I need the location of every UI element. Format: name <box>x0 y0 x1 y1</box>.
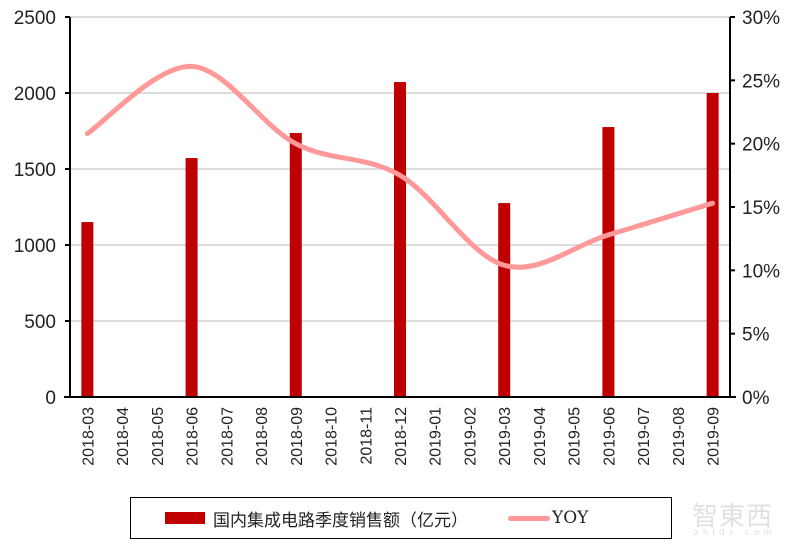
x-tick-label: 2018-04 <box>115 407 132 466</box>
bar-2019-09 <box>706 93 719 397</box>
right-tick-label: 20% <box>742 135 780 156</box>
x-axis-ticks: 2018-03 2018-04 2018-05 2018-06 2018-07 2018-… <box>80 407 722 466</box>
right-tick-label: 5% <box>742 325 770 346</box>
legend-item-yoy: YOY <box>468 508 588 528</box>
right-tick-label: 15% <box>742 198 780 219</box>
legend-label-yoy: YOY <box>552 508 589 528</box>
x-tick-label: 2018-10 <box>324 407 341 466</box>
x-tick-label: 2019-08 <box>671 407 688 466</box>
x-tick-label: 2018-07 <box>219 407 236 466</box>
line-swatch-icon <box>508 515 550 521</box>
x-tick-label: 2018-09 <box>289 407 306 466</box>
watermark-url: zhidx.com <box>694 528 777 538</box>
x-tick-label: 2019-03 <box>497 407 514 466</box>
right-axis-ticks: 0% 5% 10% 15% 20% 25% 30% <box>730 8 780 409</box>
bar-2018-12 <box>394 82 406 397</box>
legend-label-sales: 国内集成电路季度销售额（亿元） <box>213 510 468 531</box>
left-tick-label: 500 <box>24 312 56 333</box>
x-tick-label: 2019-06 <box>601 407 618 466</box>
x-tick-label: 2019-07 <box>636 407 653 466</box>
right-tick-label: 10% <box>742 261 780 282</box>
x-tick-label: 2018-11 <box>358 407 375 465</box>
x-tick-label: 2019-04 <box>532 407 549 466</box>
x-tick-label: 2019-02 <box>462 407 479 466</box>
x-tick-label: 2018-03 <box>80 407 97 466</box>
yoy-line <box>84 63 716 270</box>
x-tick-label: 2018-08 <box>254 407 271 466</box>
x-tick-label: 2019-05 <box>567 407 584 466</box>
bar-2018-09 <box>289 132 302 397</box>
bar-2018-03 <box>81 222 94 397</box>
bar-2019-03 <box>498 203 511 397</box>
left-tick-label: 1500 <box>14 160 56 181</box>
x-tick-label: 2018-12 <box>393 407 410 466</box>
bar-2018-06 <box>185 158 198 397</box>
right-tick-label: 30% <box>742 8 780 29</box>
bar-2019-06 <box>602 127 615 397</box>
legend-item-sales: 国内集成电路季度销售额（亿元） <box>131 506 468 531</box>
right-tick-label: 0% <box>742 388 770 409</box>
x-tick-label: 2019-01 <box>428 407 445 466</box>
left-tick-label: 0 <box>45 388 56 409</box>
x-tick-label: 2018-05 <box>150 407 167 466</box>
right-tick-label: 25% <box>742 71 780 92</box>
bar-swatch-icon <box>165 512 205 524</box>
legend: 国内集成电路季度销售额（亿元） YOY <box>130 497 672 539</box>
left-tick-label: 2500 <box>14 8 56 29</box>
x-tick-label: 2018-06 <box>185 407 202 466</box>
left-axis-ticks: 0 500 1000 1500 2000 2500 <box>14 8 70 409</box>
left-tick-label: 1000 <box>14 236 56 257</box>
x-tick-label: 2019-09 <box>706 407 723 466</box>
watermark-logo: 智東西 <box>692 502 774 532</box>
bar-series <box>81 82 719 397</box>
left-tick-label: 2000 <box>14 84 56 105</box>
